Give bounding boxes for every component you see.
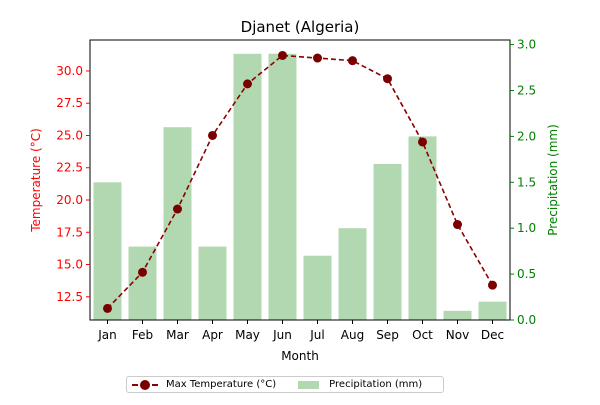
x-tick-label: Jun bbox=[272, 328, 292, 342]
legend-item-precipitation: Precipitation (mm) bbox=[298, 379, 422, 390]
temperature-point-mar bbox=[173, 204, 182, 214]
x-tick-label: Jul bbox=[309, 328, 324, 342]
left-tick-label: 20.0 bbox=[56, 193, 83, 207]
axes: 12.5 15.0 17.5 20.0 22.5 25.0 27.5 30.0 0.0 0.5 1.… bbox=[56, 38, 536, 342]
right-tick-label: 3.0 bbox=[517, 38, 536, 52]
x-axis-label: Month bbox=[281, 349, 319, 363]
legend-label-temperature: Max Temperature (°C) bbox=[166, 379, 277, 390]
temperature-point-may bbox=[243, 79, 252, 89]
plot-frame bbox=[89, 39, 511, 321]
x-tick-label: May bbox=[235, 328, 260, 342]
right-axis-label: Precipitation (mm) bbox=[546, 124, 560, 236]
legend: Max Temperature (°C) Precipitation (mm) bbox=[126, 376, 444, 393]
temperature-point-jan bbox=[103, 303, 112, 313]
precipitation-bar-jul bbox=[303, 255, 332, 320]
precipitation-bar-feb bbox=[128, 246, 157, 320]
precipitation-bar-nov bbox=[443, 310, 472, 320]
right-tick-label: 1.0 bbox=[517, 221, 536, 235]
precipitation-bar-may bbox=[233, 53, 262, 321]
precipitation-bar-sep bbox=[373, 163, 402, 320]
left-tick-label: 27.5 bbox=[56, 96, 83, 110]
left-tick-label: 22.5 bbox=[56, 161, 83, 175]
left-axis-label: Temperature (°C) bbox=[29, 128, 43, 233]
temperature-line-path bbox=[106, 54, 494, 309]
x-tick-label: Oct bbox=[412, 328, 433, 342]
left-tick-label: 30.0 bbox=[56, 64, 83, 78]
x-tick-label: Aug bbox=[341, 328, 364, 342]
right-tick-label: 2.5 bbox=[517, 83, 536, 97]
x-tick-label: Jan bbox=[97, 328, 117, 342]
precipitation-bar-aug bbox=[338, 228, 367, 320]
right-tick-label: 2.0 bbox=[517, 129, 536, 143]
temperature-point-jun bbox=[278, 50, 287, 60]
precipitation-bar-jan bbox=[93, 182, 122, 320]
precipitation-bar-apr bbox=[198, 246, 227, 320]
precipitation-bar-oct bbox=[408, 136, 437, 320]
temperature-point-jul bbox=[313, 53, 322, 63]
temperature-point-apr bbox=[208, 130, 217, 140]
chart-title: Djanet (Algeria) bbox=[241, 18, 360, 36]
temperature-point-sep bbox=[383, 74, 392, 84]
left-tick-label: 15.0 bbox=[56, 258, 83, 272]
right-tick-label: 0.0 bbox=[517, 313, 536, 327]
precipitation-bar-dec bbox=[478, 301, 507, 320]
temperature-line bbox=[103, 50, 497, 313]
temperature-point-dec bbox=[488, 280, 497, 290]
x-tick-label: Dec bbox=[481, 328, 504, 342]
precipitation-bars bbox=[93, 53, 507, 321]
x-tick-label: Apr bbox=[202, 328, 223, 342]
bar-patch-icon bbox=[298, 380, 320, 389]
legend-item-temperature: Max Temperature (°C) bbox=[132, 379, 276, 390]
x-tick-label: Mar bbox=[166, 328, 189, 342]
left-tick-label: 17.5 bbox=[56, 225, 83, 239]
precipitation-bar-jun bbox=[268, 53, 297, 321]
precipitation-bar-mar bbox=[163, 127, 192, 321]
x-tick-label: Feb bbox=[132, 328, 153, 342]
left-tick-label: 12.5 bbox=[56, 290, 83, 304]
x-tick-label: Nov bbox=[446, 328, 469, 342]
left-tick-label: 25.0 bbox=[56, 128, 83, 142]
x-tick-label: Sep bbox=[376, 328, 399, 342]
legend-label-precipitation: Precipitation (mm) bbox=[329, 379, 423, 390]
temperature-point-nov bbox=[453, 220, 462, 230]
right-tick-label: 0.5 bbox=[517, 267, 536, 281]
temperature-point-oct bbox=[418, 137, 427, 147]
temperature-point-feb bbox=[138, 267, 147, 277]
right-tick-label: 1.5 bbox=[517, 175, 536, 189]
temperature-point-aug bbox=[348, 56, 357, 66]
line-marker-icon bbox=[132, 379, 158, 390]
